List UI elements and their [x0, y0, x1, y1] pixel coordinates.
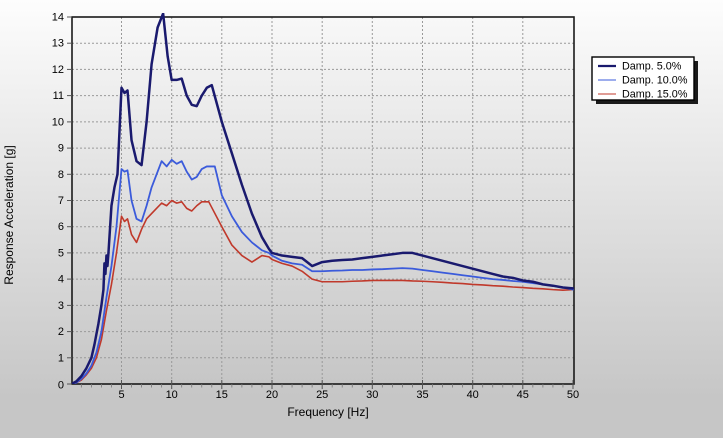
- svg-text:25: 25: [316, 389, 328, 401]
- svg-text:30: 30: [366, 389, 378, 401]
- svg-text:5: 5: [118, 389, 124, 401]
- svg-text:Damp. 10.0%: Damp. 10.0%: [622, 75, 688, 87]
- svg-text:Damp. 5.0%: Damp. 5.0%: [622, 61, 682, 73]
- svg-text:7: 7: [58, 195, 64, 207]
- svg-text:13: 13: [52, 38, 64, 50]
- svg-text:3: 3: [58, 300, 64, 312]
- svg-text:5: 5: [58, 247, 64, 259]
- svg-text:15: 15: [216, 389, 228, 401]
- svg-text:12: 12: [52, 64, 64, 76]
- svg-text:Response Acceleration [g]: Response Acceleration [g]: [2, 145, 16, 284]
- svg-text:35: 35: [416, 389, 428, 401]
- svg-text:40: 40: [467, 389, 479, 401]
- svg-text:8: 8: [58, 169, 64, 181]
- svg-text:4: 4: [58, 274, 64, 286]
- svg-text:20: 20: [266, 389, 278, 401]
- svg-text:14: 14: [52, 12, 64, 24]
- svg-text:6: 6: [58, 221, 64, 233]
- svg-text:1: 1: [58, 352, 64, 364]
- svg-text:Frequency [Hz]: Frequency [Hz]: [287, 405, 368, 419]
- svg-text:0: 0: [58, 380, 64, 392]
- svg-text:45: 45: [517, 389, 529, 401]
- svg-text:Damp. 15.0%: Damp. 15.0%: [622, 89, 688, 101]
- svg-text:10: 10: [52, 116, 64, 128]
- svg-text:10: 10: [166, 389, 178, 401]
- svg-text:2: 2: [58, 326, 64, 338]
- svg-text:50: 50: [567, 389, 579, 401]
- svg-text:11: 11: [53, 90, 64, 102]
- svg-text:9: 9: [58, 143, 64, 155]
